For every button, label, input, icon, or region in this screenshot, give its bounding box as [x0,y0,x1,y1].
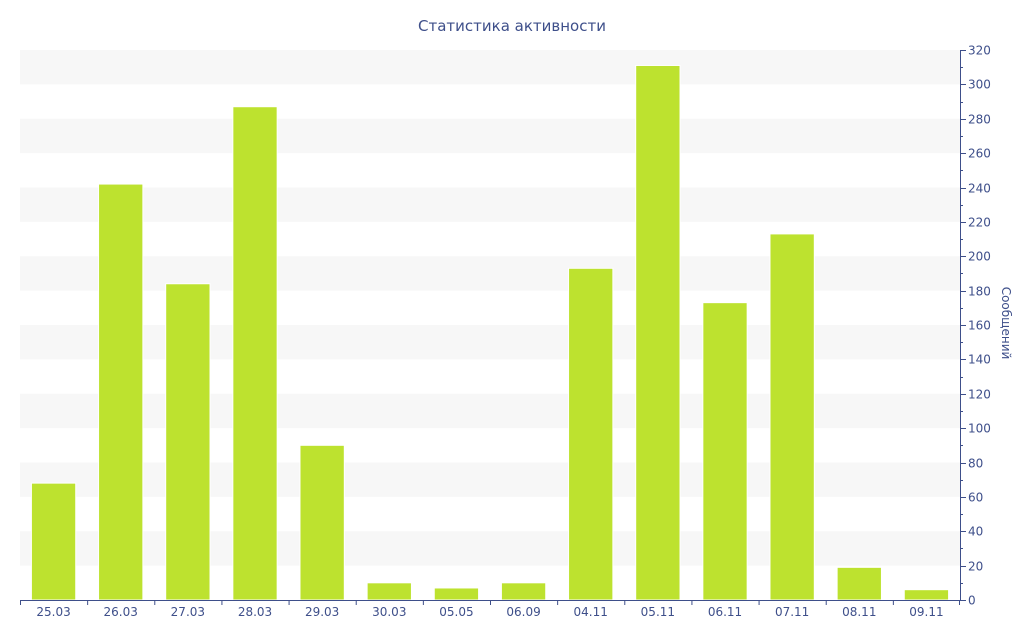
bar-04.11 [568,267,614,601]
x-tick-label: 07.11 [775,605,809,619]
x-tick-label: 05.11 [641,605,675,619]
y-tick-label: 180 [968,285,991,299]
bar-29.03 [299,444,345,601]
y-tick-label: 60 [968,491,983,505]
grid-band [20,187,960,222]
y-axis-title: Сообщений [999,287,1013,360]
bar-07.11 [769,233,815,601]
grid-band [20,531,960,566]
bar-09.11 [903,589,950,601]
bar-25.03 [30,482,77,601]
bar-27.03 [165,283,211,601]
x-tick-label: 06.11 [708,605,742,619]
y-tick-label: 240 [968,182,991,196]
grid-bands [20,50,960,566]
y-tick-label: 20 [968,560,983,574]
bar-28.03 [232,106,278,601]
x-tick-label: 08.11 [842,605,876,619]
y-tick-label: 300 [968,78,991,92]
bar-06.09 [500,582,547,601]
grid-band [20,325,960,360]
x-tick-label: 06.09 [506,605,540,619]
bar-30.03 [366,582,412,601]
bar-06.11 [702,302,748,601]
x-tick-label: 25.03 [36,605,70,619]
bar-05.05 [433,587,480,601]
y-tick-label: 260 [968,147,991,161]
y-tick-label: 320 [968,44,991,58]
bar-26.03 [98,183,144,601]
y-tick-label: 80 [968,457,983,471]
x-axis: 25.03 26.03 27.03 28.03 29.03 30.03 05.05 06.09… [20,600,960,619]
x-tick-label: 04.11 [574,605,608,619]
x-tick-label: 26.03 [104,605,138,619]
grid-band [20,256,960,291]
y-tick-label: 40 [968,525,983,539]
y-tick-label: 0 [968,594,976,608]
x-tick-label: 29.03 [305,605,339,619]
y-tick-label: 220 [968,216,991,230]
x-tick-label: 28.03 [238,605,272,619]
y-axis: 0 20 40 60 80 100 120 140 160 180 200 220 240 260 280 3… [960,44,991,608]
y-tick-label: 200 [968,250,991,264]
grid-band [20,50,960,85]
grid-band [20,393,960,429]
x-tick-label: 09.11 [909,605,943,619]
y-tick-label: 120 [968,388,991,402]
grid-band [20,118,960,154]
y-tick-label: 140 [968,353,991,367]
x-tick-label: 27.03 [171,605,205,619]
y-tick-label: 280 [968,113,991,127]
bars [30,64,950,601]
bar-05.11 [635,64,681,601]
bar-08.11 [836,566,882,601]
y-tick-label: 100 [968,422,991,436]
grid-band [20,462,960,497]
chart-title: Статистика активности [418,17,606,35]
x-tick-label: 30.03 [372,605,406,619]
x-tick-label: 05.05 [439,605,473,619]
y-tick-label: 160 [968,319,991,333]
